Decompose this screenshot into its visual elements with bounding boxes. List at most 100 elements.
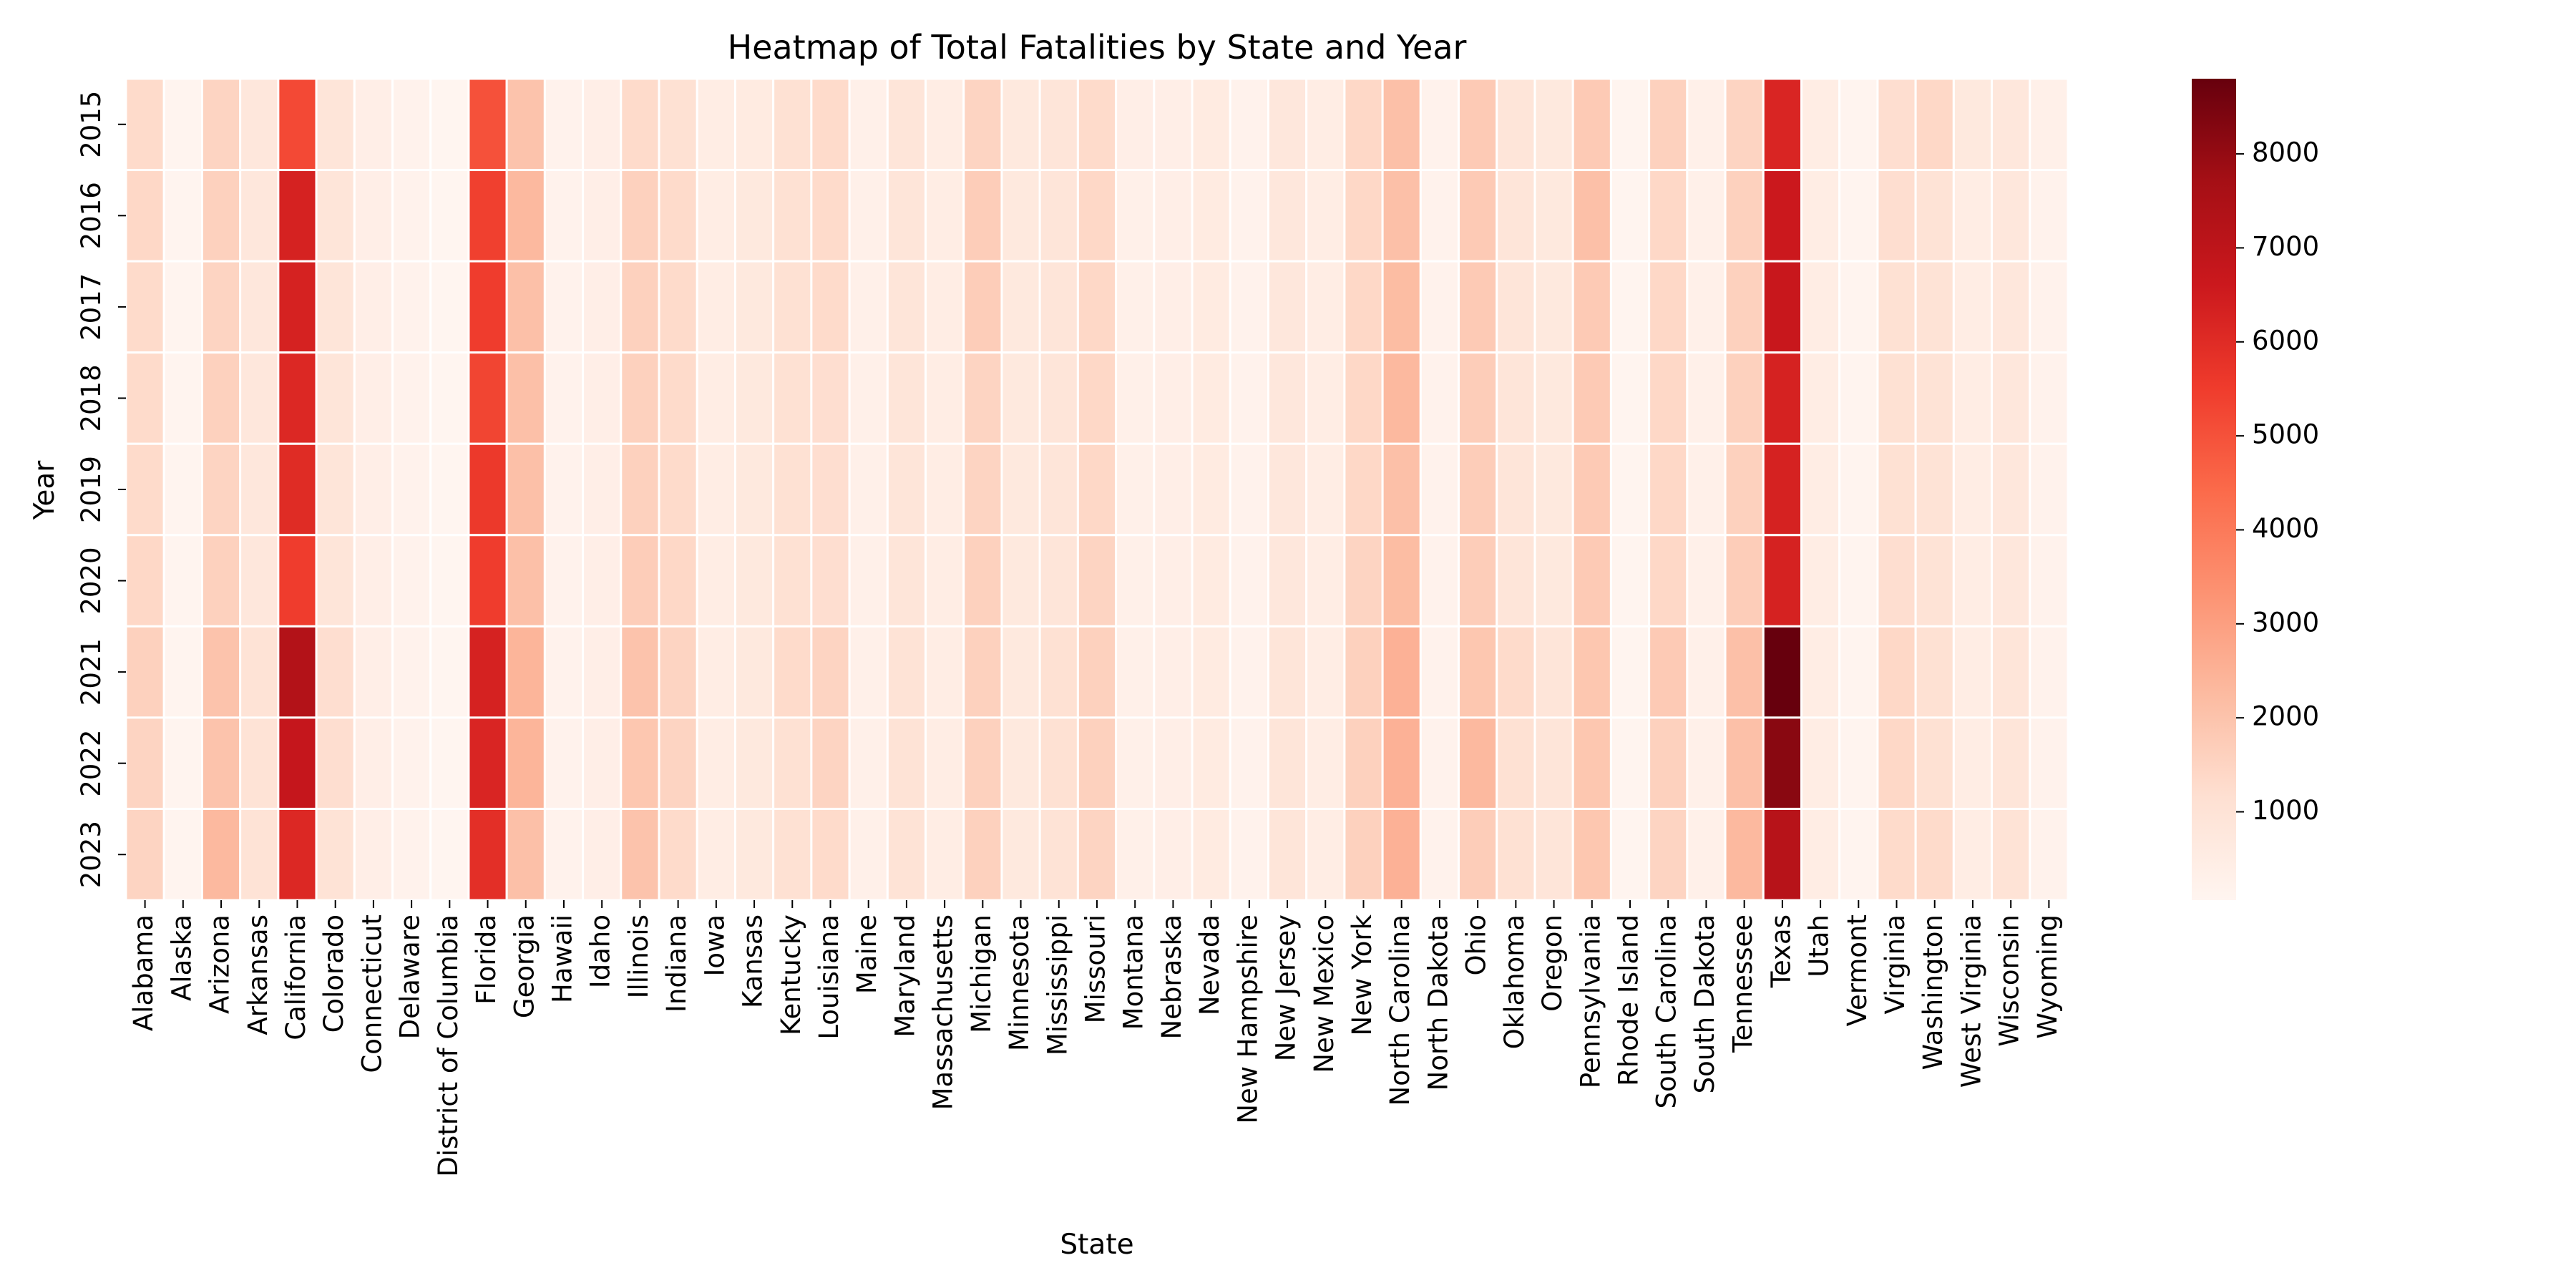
heatmap-cell xyxy=(1800,534,1841,628)
heatmap-cell xyxy=(1419,260,1460,354)
heatmap-cell xyxy=(1000,807,1041,902)
heatmap-cell xyxy=(962,77,1003,172)
heatmap-cell xyxy=(2029,77,2069,172)
heatmap-cell xyxy=(353,716,394,810)
heatmap-cell xyxy=(1800,260,1841,354)
heatmap-cell xyxy=(1686,716,1727,810)
heatmap-cell xyxy=(162,77,203,172)
heatmap-cell xyxy=(620,77,660,172)
heatmap-cell xyxy=(1115,625,1156,719)
heatmap-cell xyxy=(1991,169,2031,263)
heatmap-cell xyxy=(1876,534,1917,628)
heatmap-cell xyxy=(543,260,585,354)
heatmap-cell xyxy=(1229,807,1269,902)
heatmap-cell xyxy=(1267,716,1308,810)
heatmap-cell xyxy=(582,625,623,719)
heatmap-cell xyxy=(1609,716,1651,810)
y-tick-label: 2016 xyxy=(76,182,107,249)
colorbar-tick-label: 2000 xyxy=(2252,701,2319,732)
heatmap-cell xyxy=(1191,169,1231,263)
heatmap-cell xyxy=(391,260,432,354)
heatmap-cell xyxy=(1076,807,1118,902)
heatmap-cell xyxy=(315,77,356,172)
heatmap-cell xyxy=(1876,442,1917,537)
x-tick-label: Kansas xyxy=(738,914,769,1008)
heatmap-cell xyxy=(962,625,1003,719)
heatmap-cell xyxy=(924,77,965,172)
heatmap-cell xyxy=(239,534,280,628)
heatmap-cell xyxy=(1952,169,1994,263)
heatmap-cell xyxy=(1191,716,1231,810)
heatmap-cell xyxy=(1229,169,1269,263)
heatmap-cell xyxy=(658,169,698,263)
heatmap-cell xyxy=(391,442,432,537)
heatmap-cell xyxy=(1914,351,1955,445)
heatmap-cell xyxy=(1762,77,1802,172)
heatmap-cell xyxy=(277,77,318,172)
heatmap-cell xyxy=(1076,260,1118,354)
heatmap-cell xyxy=(1571,442,1612,537)
heatmap-cell xyxy=(1458,625,1498,719)
heatmap-cell xyxy=(1838,260,1879,354)
heatmap-cell xyxy=(1686,442,1727,537)
heatmap-cell xyxy=(543,716,585,810)
heatmap-cell xyxy=(1191,260,1231,354)
heatmap-cell xyxy=(505,77,546,172)
heatmap-cell xyxy=(924,169,965,263)
heatmap-cell xyxy=(1800,807,1841,902)
heatmap-cell xyxy=(543,169,585,263)
heatmap-cell xyxy=(1496,625,1536,719)
x-tick-label: Washington xyxy=(1918,914,1948,1070)
heatmap-cell xyxy=(277,625,318,719)
heatmap-cell xyxy=(1876,169,1917,263)
heatmap-cell xyxy=(1343,716,1384,810)
heatmap-cell xyxy=(810,351,851,445)
heatmap-cell xyxy=(1571,716,1612,810)
heatmap-cell xyxy=(696,260,736,354)
heatmap-cell xyxy=(1076,534,1118,628)
heatmap-cell xyxy=(1571,77,1612,172)
heatmap-cell xyxy=(1686,807,1727,902)
x-tick-label: Rhode Island xyxy=(1614,914,1644,1086)
x-tick-label: Georgia xyxy=(509,914,540,1018)
heatmap-cell xyxy=(1571,169,1612,263)
heatmap-cell xyxy=(1724,716,1765,810)
heatmap-cell xyxy=(391,77,432,172)
heatmap-cell xyxy=(886,625,927,719)
heatmap-cell xyxy=(1305,77,1346,172)
heatmap-cell xyxy=(353,625,394,719)
heatmap-cell xyxy=(162,442,203,537)
heatmap-cell xyxy=(1724,169,1765,263)
heatmap-cell xyxy=(2029,716,2069,810)
heatmap-cell xyxy=(1305,534,1346,628)
heatmap-cell xyxy=(1609,351,1651,445)
heatmap-cell xyxy=(162,807,203,902)
heatmap-cell xyxy=(1419,534,1460,628)
heatmap-cell xyxy=(1115,351,1156,445)
heatmap-cell xyxy=(1038,169,1079,263)
heatmap-cell xyxy=(1305,351,1346,445)
heatmap-cell xyxy=(1343,442,1384,537)
heatmap-cell xyxy=(1381,169,1422,263)
heatmap-cell xyxy=(886,351,927,445)
heatmap-cell xyxy=(886,169,927,263)
x-tick-label: Iowa xyxy=(699,914,730,976)
heatmap-cell xyxy=(1648,260,1689,354)
x-tick-label: Massachusetts xyxy=(928,914,959,1110)
heatmap-cell xyxy=(1191,77,1231,172)
x-tick-label: Mississippi xyxy=(1042,914,1073,1055)
heatmap-cell xyxy=(696,442,736,537)
heatmap-cell xyxy=(1533,169,1574,263)
heatmap-cell xyxy=(1381,716,1422,810)
heatmap-cell xyxy=(658,351,698,445)
heatmap-cell xyxy=(658,625,698,719)
y-tick-label: 2021 xyxy=(76,638,107,706)
heatmap-cell xyxy=(620,534,660,628)
heatmap-cell xyxy=(848,351,889,445)
heatmap-cell xyxy=(848,442,889,537)
heatmap-cell xyxy=(1076,716,1118,810)
heatmap-cell xyxy=(1533,351,1574,445)
heatmap-cell xyxy=(1076,442,1118,537)
heatmap-cell xyxy=(1762,442,1802,537)
heatmap-cell xyxy=(1038,534,1079,628)
